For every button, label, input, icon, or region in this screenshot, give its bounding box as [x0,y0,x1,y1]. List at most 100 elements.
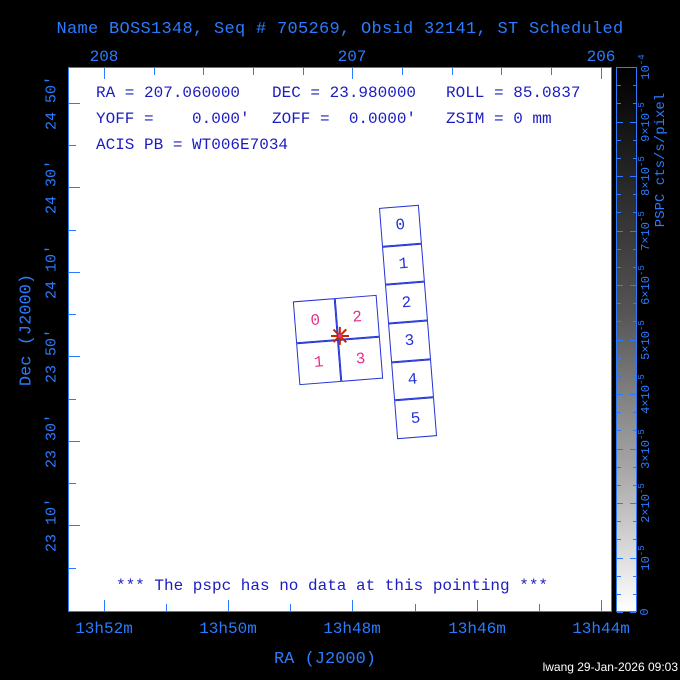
annotation-yoff: YOFF = 0.000' [96,110,250,128]
colorbar-tick-mantissa: 2×10 [639,494,653,523]
x-bottom-minor-tick [539,604,540,611]
colorbar-tick-exponent: -5 [637,265,647,276]
y-left-tick-label: 23 10' [43,497,61,553]
colorbar-minor-tick [633,575,636,577]
colorbar-minor-tick [633,521,636,523]
acis-s-chip: 3 [388,320,431,363]
page-title: Name BOSS1348, Seq # 705269, Obsid 32141… [56,20,624,39]
y-left-tick-label: 23 50' [43,328,61,384]
x-top-minor-tick [302,68,304,75]
acis-s-chip: 4 [391,358,435,401]
colorbar-minor-tick [617,212,621,214]
colorbar-gradient [616,67,637,612]
colorbar-major-tick [617,230,623,232]
x-bottom-minor-tick [166,604,167,611]
x-bottom-tick-label: 13h50m [199,620,257,638]
colorbar-tick-exponent: -5 [637,319,647,331]
colorbar-major-tick [617,612,623,613]
colorbar-minor-tick [617,85,621,87]
x-axis-title: RA (J2000) [273,650,377,669]
colorbar-major-tick [630,503,636,504]
colorbar-minor-tick [633,357,636,359]
x-top-major-tick [601,68,602,79]
colorbar-major-tick [630,339,636,341]
x-bottom-tick-label: 13h48m [323,620,381,638]
colorbar-tick-exponent: -5 [637,101,647,113]
colorbar-minor-tick [633,539,636,541]
y-left-minor-tick [69,229,76,231]
aim-point-dot [338,334,342,338]
colorbar-major-tick [630,67,636,68]
colorbar-tick-label: 7×10-5 [637,211,653,251]
colorbar-minor-tick [633,430,636,432]
y-left-major-tick [69,103,80,104]
colorbar-minor-tick [633,139,636,141]
x-top-tick-label: 207 [337,48,367,66]
colorbar-minor-tick [633,85,636,87]
x-bottom-major-tick [104,600,105,611]
x-bottom-major-tick [352,600,353,611]
y-left-tick-label: 24 50' [43,75,61,131]
colorbar-minor-tick [633,321,636,323]
colorbar-minor-tick [617,575,621,577]
colorbar-major-tick [630,557,636,559]
colorbar-tick-mantissa: 6×10 [639,276,653,305]
colorbar-tick-label: 9×10-5 [637,102,653,142]
colorbar-tick-mantissa: 5×10 [639,330,653,360]
colorbar-minor-tick [633,266,636,268]
y-left-minor-tick [69,398,76,400]
colorbar-major-tick [630,176,636,177]
colorbar-tick-exponent: -5 [637,428,647,440]
colorbar-tick-label: 10-4 [637,54,653,79]
colorbar-tick-exponent: -5 [637,374,647,385]
x-top-tick-label: 208 [89,48,119,66]
colorbar-title: PSPC cts/s/pixel [653,92,669,228]
colorbar-tick-exponent: -5 [637,544,647,556]
y-left-major-tick [69,525,80,526]
colorbar-tick-exponent: -4 [637,54,647,66]
colorbar-major-tick [630,230,636,232]
colorbar-tick-mantissa: 9×10 [639,112,653,142]
colorbar-minor-tick [617,139,621,141]
colorbar-minor-tick [617,466,621,468]
acis-s-chip: 2 [385,281,428,324]
colorbar-minor-tick [633,194,636,196]
x-bottom-tick-label: 13h44m [572,620,630,638]
colorbar-minor-tick [633,375,636,377]
x-bottom-tick-label: 13h46m [448,620,506,638]
colorbar-minor-tick [617,593,621,595]
colorbar-tick-label: 10-5 [637,545,653,570]
y-left-major-tick [69,272,80,273]
colorbar-minor-tick [617,157,621,159]
colorbar-minor-tick [633,212,636,214]
annotation-acis-pb: ACIS PB = WT006E7034 [96,136,289,154]
x-top-tick-label: 206 [586,48,616,66]
no-data-message: *** The pspc has no data at this pointin… [115,577,549,595]
x-bottom-major-tick [477,600,478,611]
colorbar-minor-tick [617,430,621,432]
y-left-minor-tick [69,483,76,484]
colorbar-major-tick [630,448,636,450]
acis-s-chip: 0 [378,204,422,247]
colorbar-tick-mantissa: 10 [639,65,653,80]
colorbar-minor-tick [617,484,621,486]
x-top-major-tick [352,68,353,79]
colorbar-major-tick [630,612,636,613]
colorbar-tick-mantissa: 10 [639,555,653,571]
colorbar-minor-tick [617,303,621,305]
y-left-minor-tick [69,314,76,315]
colorbar-major-tick [617,339,623,341]
acis-s-chip: 1 [381,243,425,286]
colorbar-minor-tick [633,412,636,414]
colorbar-tick-mantissa: 8×10 [639,167,653,196]
y-left-minor-tick [69,145,76,146]
x-bottom-major-tick [228,600,229,611]
colorbar-tick-label: 2×10-5 [637,483,653,523]
colorbar-tick-label: 0 [638,608,652,615]
annotation-ra: RA = 207.060000 [96,84,241,102]
colorbar-major-tick [617,176,623,177]
x-top-minor-tick [253,68,255,75]
colorbar-minor-tick [617,266,621,268]
acis-s-chip: 5 [394,397,438,440]
